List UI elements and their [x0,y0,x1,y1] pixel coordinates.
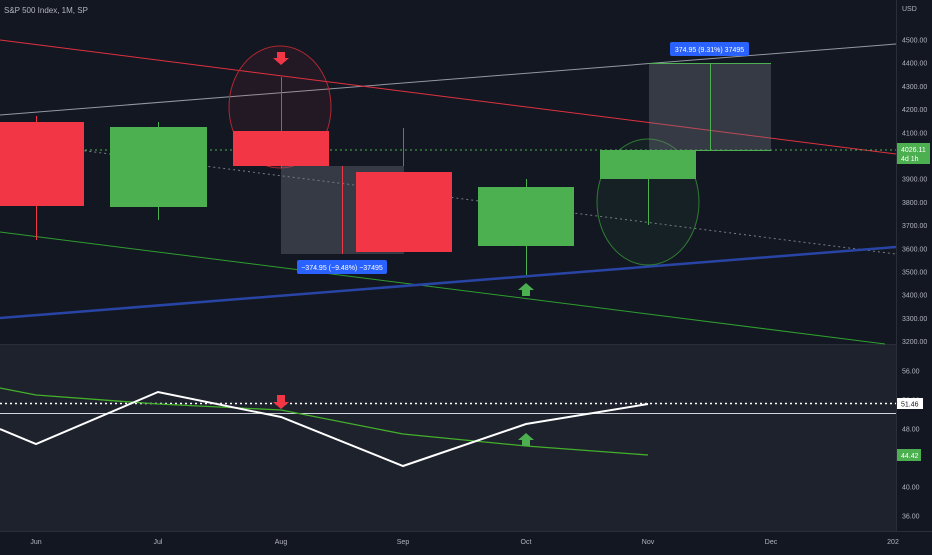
price-tick-label: 4400.00 [902,61,927,68]
candle-oct[interactable] [478,187,574,246]
time-axis-label: Nov [642,539,655,546]
buy-arrow-icon[interactable] [518,283,534,296]
price-badge [897,143,930,164]
symbol-title[interactable]: S&P 500 Index, 1M, SP [4,6,88,15]
price-tick-label: 4500.00 [902,38,927,45]
osc-main-line[interactable] [0,390,649,468]
candle-jul[interactable] [110,127,207,207]
trendline-red[interactable] [0,39,897,155]
candle-aug[interactable] [233,131,329,166]
osc-tick-label: 48.00 [902,427,920,434]
price-tick-label: 4200.00 [902,107,927,114]
osc-current-badge [897,398,923,409]
osc-tick-label: 40.00 [902,485,920,492]
price-tick-label: 3500.00 [902,270,927,277]
time-axis-label: Oct [521,539,532,546]
osc-signal-badge [897,449,921,461]
price-tick-label: 3700.00 [902,223,927,230]
candle-nov[interactable] [600,150,696,179]
osc-current-value: 51.46 [901,402,919,409]
osc-buy-arrow-icon[interactable] [518,433,534,446]
price-badge-countdown: 4d 1h [901,156,919,163]
measure-up-label: 374.95 (9.31%) 37495 [675,47,744,54]
osc-tick-label: 36.00 [902,514,920,521]
price-tick-label: 3400.00 [902,293,927,300]
time-axis-labels: Jun Jul Aug Sep Oct Nov Dec 202 [30,539,899,546]
measure-up-label-box [670,42,749,56]
time-axis-label: Jun [30,539,41,546]
price-tick-label: 4300.00 [902,84,927,91]
osc-tick-label: 56.00 [902,369,920,376]
price-tick-labels: 4500.004400.004300.004200.004100.004000.… [902,38,927,347]
sell-arrow-icon[interactable] [273,52,289,65]
price-tick-label: 3900.00 [902,177,927,184]
trendline-blue[interactable] [0,245,897,320]
price-tick-label: 3300.00 [902,316,927,323]
osc-sell-arrow-icon[interactable] [273,395,289,409]
time-axis-label: 202 [887,539,899,546]
time-axis-label: Aug [275,539,288,546]
osc-signal-value: 44.42 [901,453,919,460]
measure-down-label-box [297,260,387,274]
price-tick-label: 4100.00 [902,130,927,137]
price-badge-value: 4026.11 [901,147,926,154]
measure-down-label: −374.95 (−9.48%) −37495 [301,265,383,272]
time-axis-label: Sep [397,539,410,546]
trendline-green[interactable] [0,231,886,345]
candle-sep[interactable] [356,172,452,252]
price-tick-label: 3600.00 [902,246,927,253]
price-tick-label: 3800.00 [902,200,927,207]
currency-label: USD [902,6,917,13]
candle-jun[interactable] [0,122,84,206]
time-axis-label: Jul [154,539,163,546]
time-axis-label: Dec [765,539,778,546]
price-tick-label: 3200.00 [902,339,927,346]
